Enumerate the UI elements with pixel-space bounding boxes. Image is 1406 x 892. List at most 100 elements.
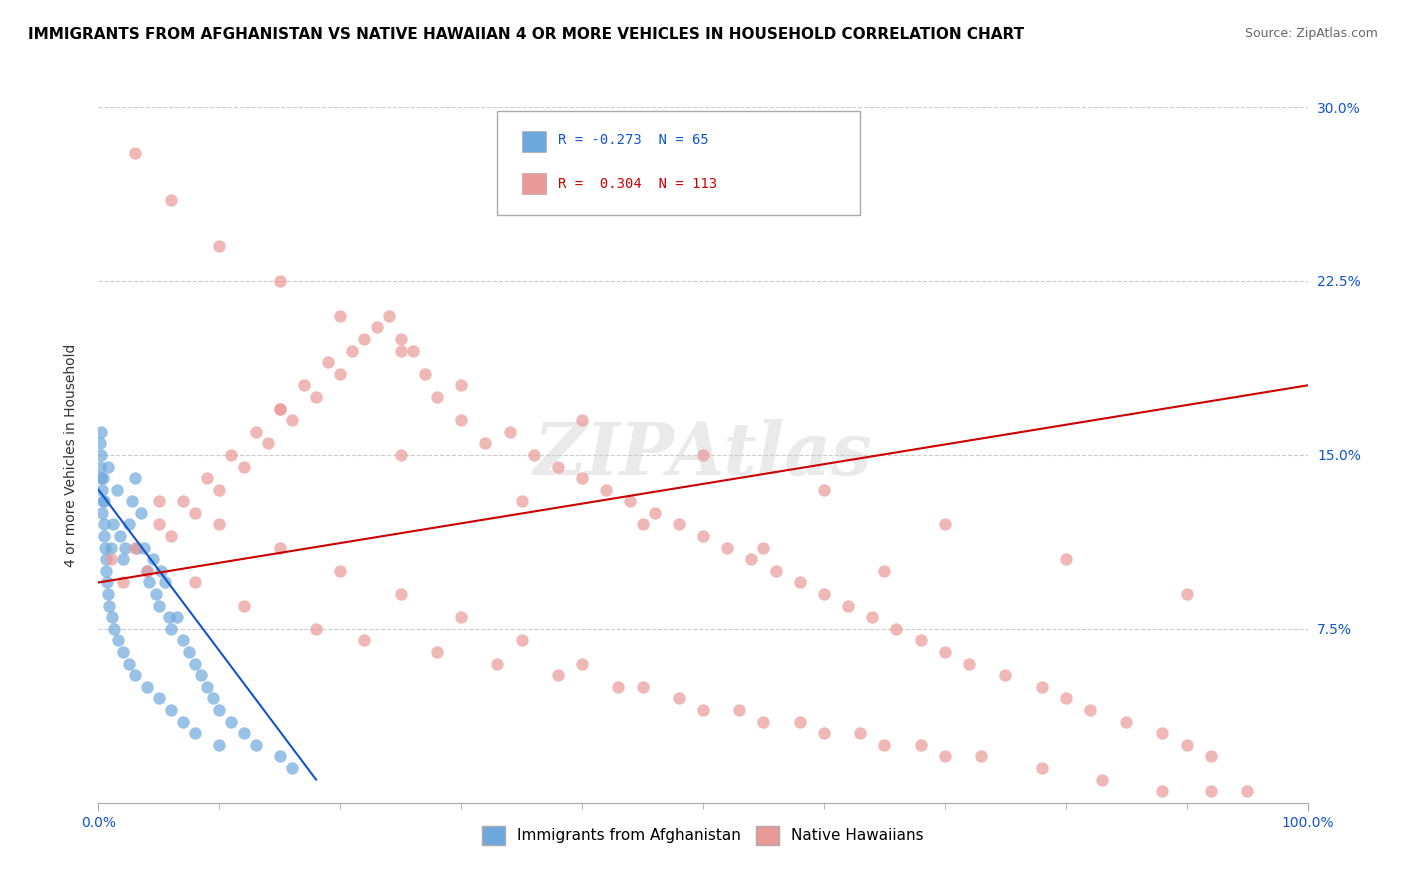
Text: R = -0.273  N = 65: R = -0.273 N = 65 bbox=[558, 133, 709, 147]
Point bbox=[668, 517, 690, 532]
Point bbox=[124, 471, 146, 485]
Point bbox=[93, 517, 115, 532]
Point bbox=[103, 622, 125, 636]
Point bbox=[305, 390, 328, 404]
Point bbox=[692, 529, 714, 543]
Point bbox=[148, 494, 170, 508]
Point bbox=[1152, 726, 1174, 740]
Point bbox=[571, 471, 593, 485]
Point bbox=[98, 599, 121, 613]
Point bbox=[316, 355, 339, 369]
Point bbox=[619, 494, 641, 508]
Point bbox=[269, 274, 291, 288]
Point bbox=[135, 564, 157, 578]
Point bbox=[208, 738, 231, 752]
Point bbox=[172, 714, 194, 729]
Point bbox=[221, 714, 243, 729]
Point bbox=[91, 483, 114, 497]
Text: ZIPAtlas: ZIPAtlas bbox=[534, 419, 872, 491]
Point bbox=[789, 575, 811, 590]
Point bbox=[970, 749, 993, 764]
Point bbox=[644, 506, 666, 520]
Point bbox=[353, 633, 375, 648]
Point bbox=[91, 494, 114, 508]
Point bbox=[89, 459, 111, 474]
Point bbox=[269, 401, 291, 416]
Point bbox=[134, 541, 156, 555]
Point bbox=[145, 587, 167, 601]
Point bbox=[595, 483, 617, 497]
Point bbox=[281, 761, 304, 775]
Point bbox=[1236, 784, 1258, 798]
Point bbox=[450, 610, 472, 624]
Point bbox=[329, 564, 352, 578]
Point bbox=[208, 239, 231, 253]
Point bbox=[547, 668, 569, 682]
Point bbox=[100, 541, 122, 555]
Point bbox=[153, 575, 176, 590]
Point bbox=[934, 517, 956, 532]
Point bbox=[728, 703, 751, 717]
Point bbox=[402, 343, 425, 358]
Point bbox=[366, 320, 388, 334]
Point bbox=[172, 494, 194, 508]
Point bbox=[1115, 714, 1137, 729]
Point bbox=[94, 552, 117, 566]
Point bbox=[124, 668, 146, 682]
Point bbox=[111, 552, 134, 566]
Point bbox=[716, 541, 738, 555]
Point bbox=[184, 726, 207, 740]
Point bbox=[1199, 784, 1222, 798]
Point bbox=[910, 738, 932, 752]
Point bbox=[208, 703, 231, 717]
Point bbox=[860, 610, 883, 624]
Point bbox=[232, 726, 254, 740]
Point bbox=[111, 645, 134, 659]
Point bbox=[281, 413, 304, 427]
Point bbox=[90, 471, 112, 485]
Point bbox=[934, 749, 956, 764]
Point bbox=[1078, 703, 1101, 717]
Point bbox=[886, 622, 908, 636]
Point bbox=[957, 657, 980, 671]
Point bbox=[96, 564, 118, 578]
Point bbox=[607, 680, 630, 694]
Point bbox=[114, 541, 136, 555]
Point bbox=[1091, 772, 1114, 787]
Point bbox=[150, 564, 173, 578]
Point bbox=[135, 680, 157, 694]
Point bbox=[221, 448, 243, 462]
Point bbox=[426, 390, 449, 404]
Point bbox=[118, 517, 141, 532]
Point bbox=[89, 436, 111, 450]
Point bbox=[245, 425, 267, 439]
Text: IMMIGRANTS FROM AFGHANISTAN VS NATIVE HAWAIIAN 4 OR MORE VEHICLES IN HOUSEHOLD C: IMMIGRANTS FROM AFGHANISTAN VS NATIVE HA… bbox=[28, 27, 1024, 42]
Point bbox=[179, 645, 201, 659]
Point bbox=[100, 552, 122, 566]
Point bbox=[111, 575, 134, 590]
Point bbox=[195, 680, 218, 694]
Point bbox=[94, 541, 117, 555]
Point bbox=[148, 599, 170, 613]
Point bbox=[668, 691, 690, 706]
Point bbox=[752, 714, 775, 729]
Point bbox=[413, 367, 436, 381]
Point bbox=[124, 146, 146, 161]
Point bbox=[202, 691, 225, 706]
Point bbox=[93, 529, 115, 543]
Point bbox=[232, 459, 254, 474]
Point bbox=[108, 529, 131, 543]
Point bbox=[97, 587, 120, 601]
Point bbox=[269, 541, 291, 555]
Point bbox=[498, 425, 520, 439]
Point bbox=[692, 703, 714, 717]
Point bbox=[121, 494, 143, 508]
Point bbox=[329, 367, 352, 381]
Point bbox=[129, 506, 152, 520]
Point bbox=[1175, 738, 1198, 752]
Point bbox=[752, 541, 775, 555]
Point bbox=[269, 749, 291, 764]
Point bbox=[138, 575, 160, 590]
Point bbox=[353, 332, 375, 346]
Point bbox=[873, 564, 896, 578]
